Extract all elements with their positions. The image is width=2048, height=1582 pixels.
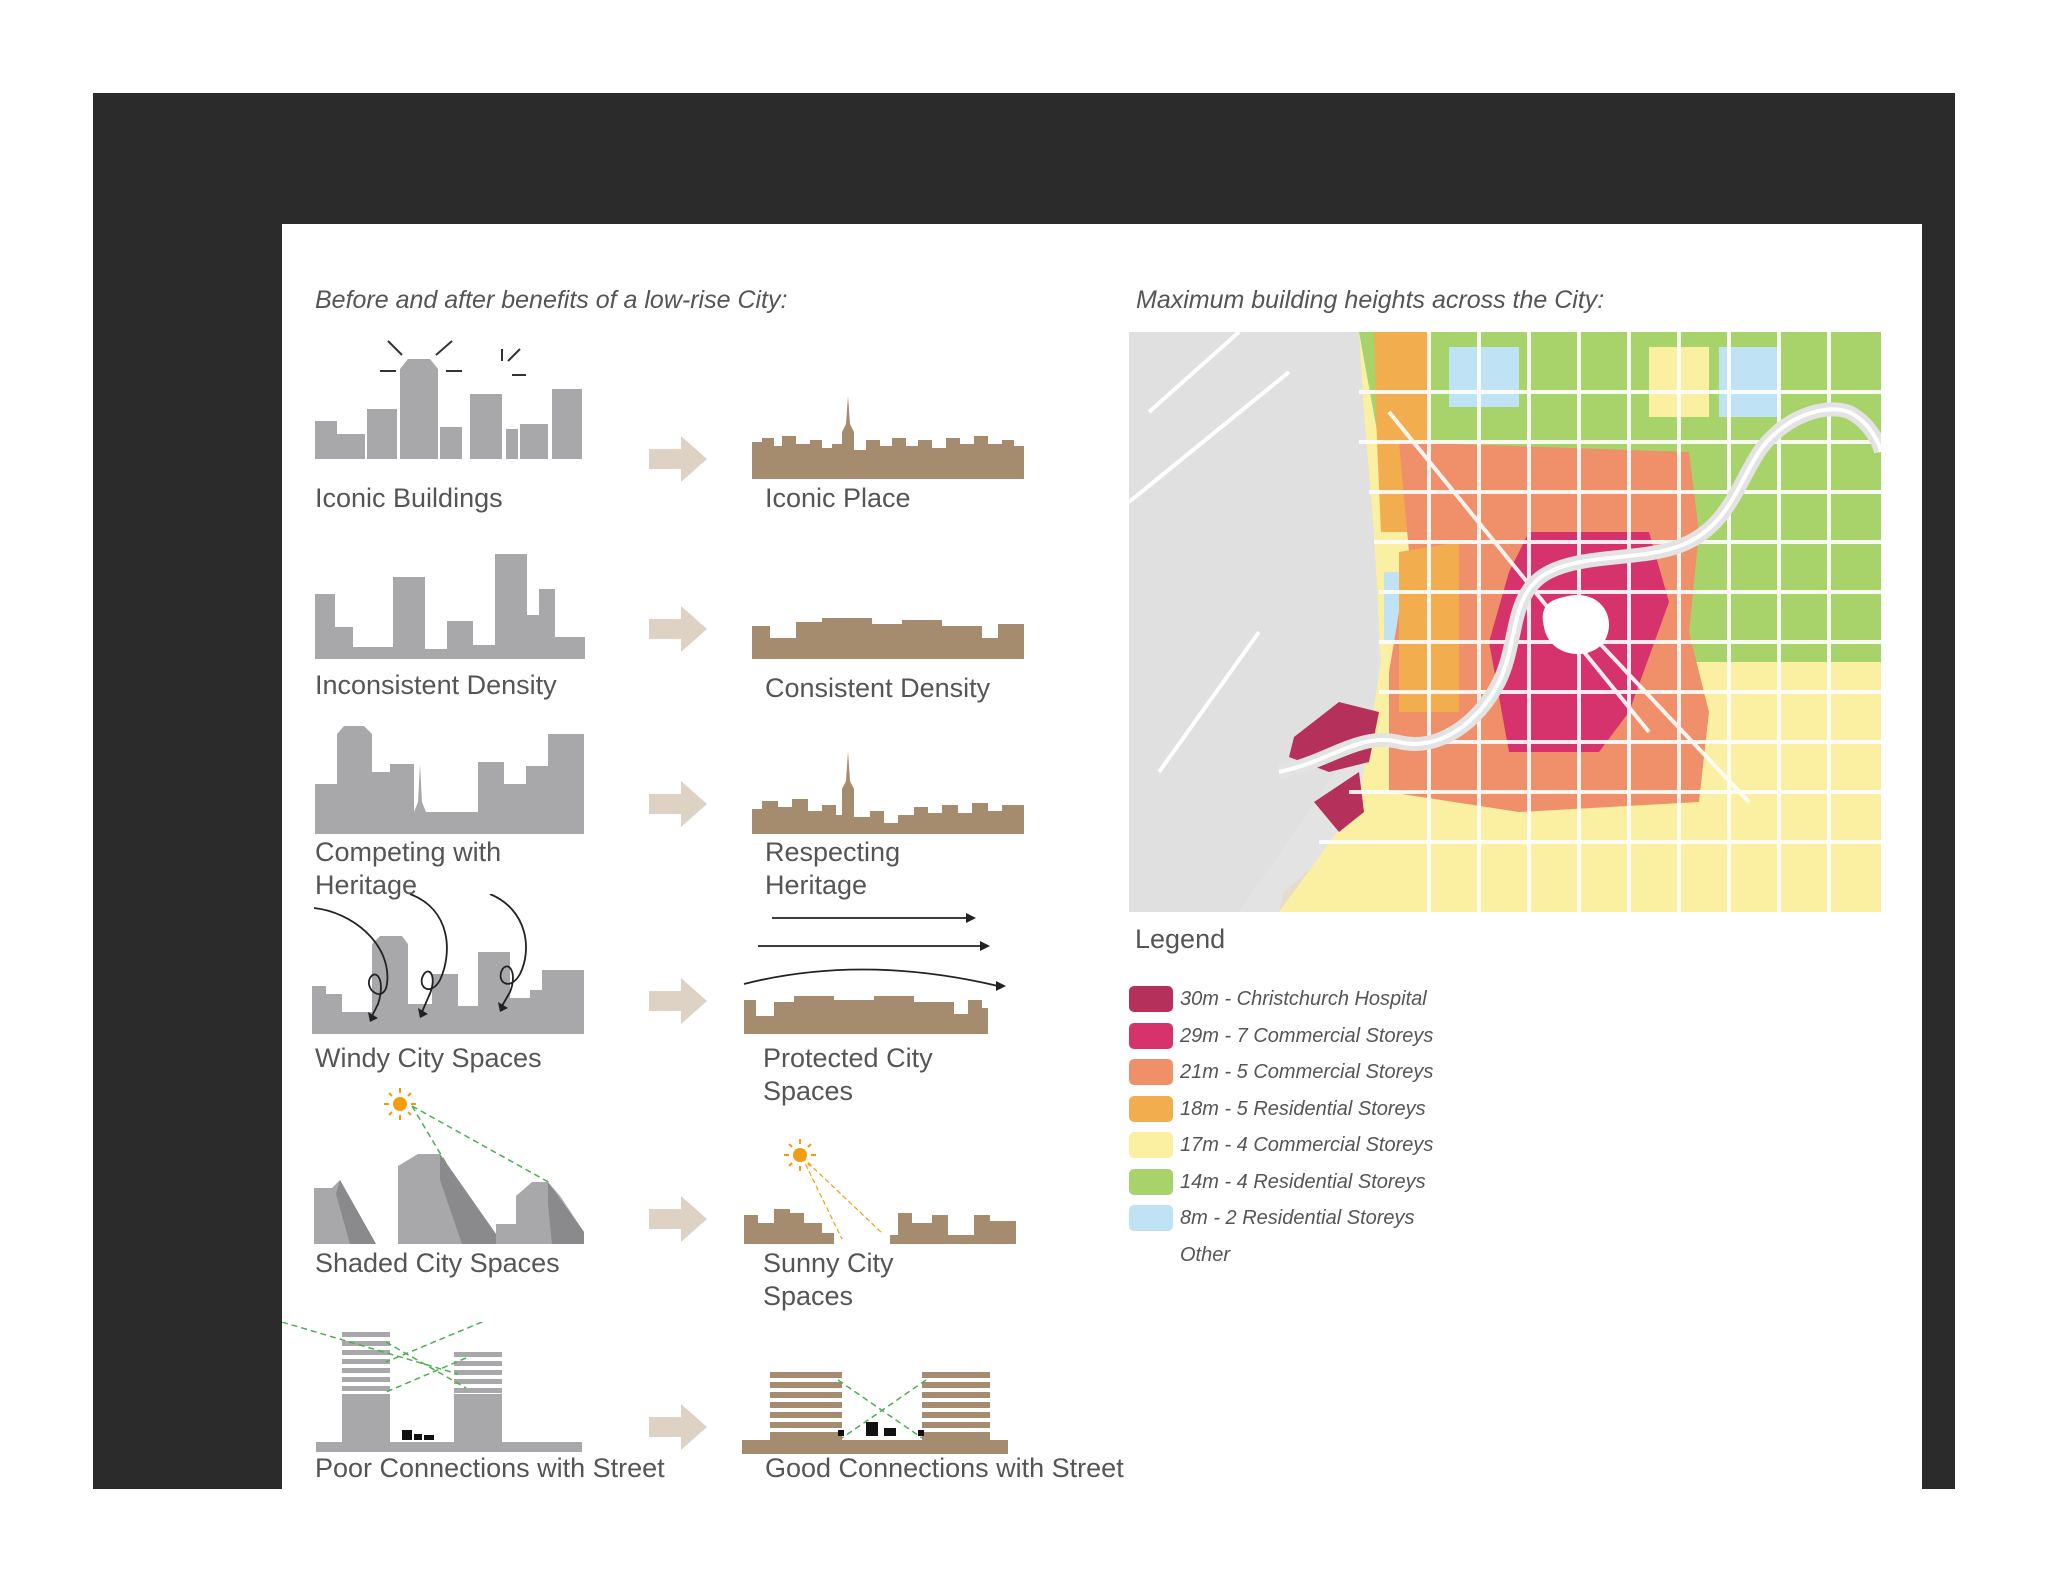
before-label-3: Competing with Heritage — [315, 837, 502, 900]
legend-label: 17m - 4 Commercial Storeys — [1180, 1134, 1434, 1156]
iconic-place-skyline — [752, 396, 1024, 479]
legend: 30m - Christchurch Hospital 29m - 7 Comme… — [1129, 986, 1489, 1266]
legend-swatch — [1129, 1022, 1173, 1049]
arrow-icon — [649, 436, 707, 482]
legend-swatch — [1129, 1059, 1173, 1085]
legend-item: 30m - Christchurch Hospital — [1129, 986, 1489, 1014]
poor-connections-diagram — [282, 1322, 582, 1452]
before-label-4: Windy City Spaces — [315, 1043, 542, 1073]
page-frame: Before and after benefits of a low-rise … — [93, 93, 1955, 1536]
shaded-city-skyline — [314, 1088, 584, 1244]
legend-item: 8m - 2 Residential Storeys — [1129, 1205, 1489, 1233]
after-label-1: Iconic Place — [765, 483, 911, 513]
after-label-2: Consistent Density — [765, 673, 991, 703]
before-label-5: Shaded City Spaces — [315, 1248, 560, 1278]
content-panel: Before and after benefits of a low-rise … — [282, 224, 1922, 1536]
legend-label: 29m - 7 Commercial Storeys — [1180, 1024, 1434, 1047]
legend-item: 14m - 4 Residential Storeys — [1129, 1168, 1489, 1197]
legend-title: Legend — [1135, 924, 1226, 954]
competing-heritage-skyline — [315, 726, 584, 834]
right-heading: Maximum building heights across the City… — [1136, 286, 1605, 314]
legend-swatch — [1129, 986, 1173, 1012]
inconsistent-density-skyline — [315, 554, 585, 659]
after-label-5: Sunny City Spaces — [763, 1248, 894, 1311]
legend-swatch — [1129, 1132, 1173, 1158]
legend-label: 14m - 4 Residential Storeys — [1180, 1170, 1426, 1193]
legend-item: 17m - 4 Commercial Storeys — [1129, 1132, 1489, 1160]
sunny-city-skyline — [744, 1139, 1016, 1244]
before-label-1: Iconic Buildings — [315, 483, 503, 513]
good-connections-diagram — [742, 1372, 1008, 1454]
left-heading: Before and after benefits of a low-rise … — [315, 286, 788, 314]
after-label-6: Good Connections with Street — [765, 1453, 1124, 1483]
arrow-icon — [649, 978, 707, 1024]
legend-item: Other — [1129, 1242, 1489, 1270]
consistent-density-skyline — [752, 618, 1024, 659]
legend-label: 30m - Christchurch Hospital — [1180, 988, 1427, 1010]
before-label-2: Inconsistent Density — [315, 670, 557, 700]
legend-label: 18m - 5 Residential Storeys — [1180, 1097, 1426, 1120]
building-height-map — [1129, 332, 1881, 912]
arrow-icon — [649, 1404, 707, 1450]
legend-swatch — [1129, 1095, 1173, 1122]
iconic-buildings-skyline — [315, 340, 582, 459]
respecting-heritage-skyline — [752, 751, 1024, 834]
legend-item: 21m - 5 Commercial Storeys — [1129, 1059, 1489, 1087]
arrow-icon — [649, 1196, 707, 1242]
legend-item: 18m - 5 Residential Storeys — [1129, 1095, 1489, 1124]
legend-swatch — [1129, 1205, 1173, 1231]
legend-item: 29m - 7 Commercial Storeys — [1129, 1022, 1489, 1051]
before-label-6: Poor Connections with Street — [315, 1453, 665, 1483]
legend-label: Other — [1180, 1243, 1231, 1266]
arrow-icon — [649, 781, 707, 827]
arrow-icon — [649, 606, 707, 652]
windy-city-skyline — [312, 894, 584, 1034]
after-label-3: Respecting Heritage — [765, 837, 901, 900]
legend-label: 8m - 2 Residential Storeys — [1180, 1207, 1415, 1229]
protected-city-skyline — [743, 913, 1006, 1034]
legend-swatch — [1129, 1168, 1173, 1195]
legend-label: 21m - 5 Commercial Storeys — [1180, 1061, 1434, 1083]
after-label-4: Protected City Spaces — [763, 1043, 933, 1106]
